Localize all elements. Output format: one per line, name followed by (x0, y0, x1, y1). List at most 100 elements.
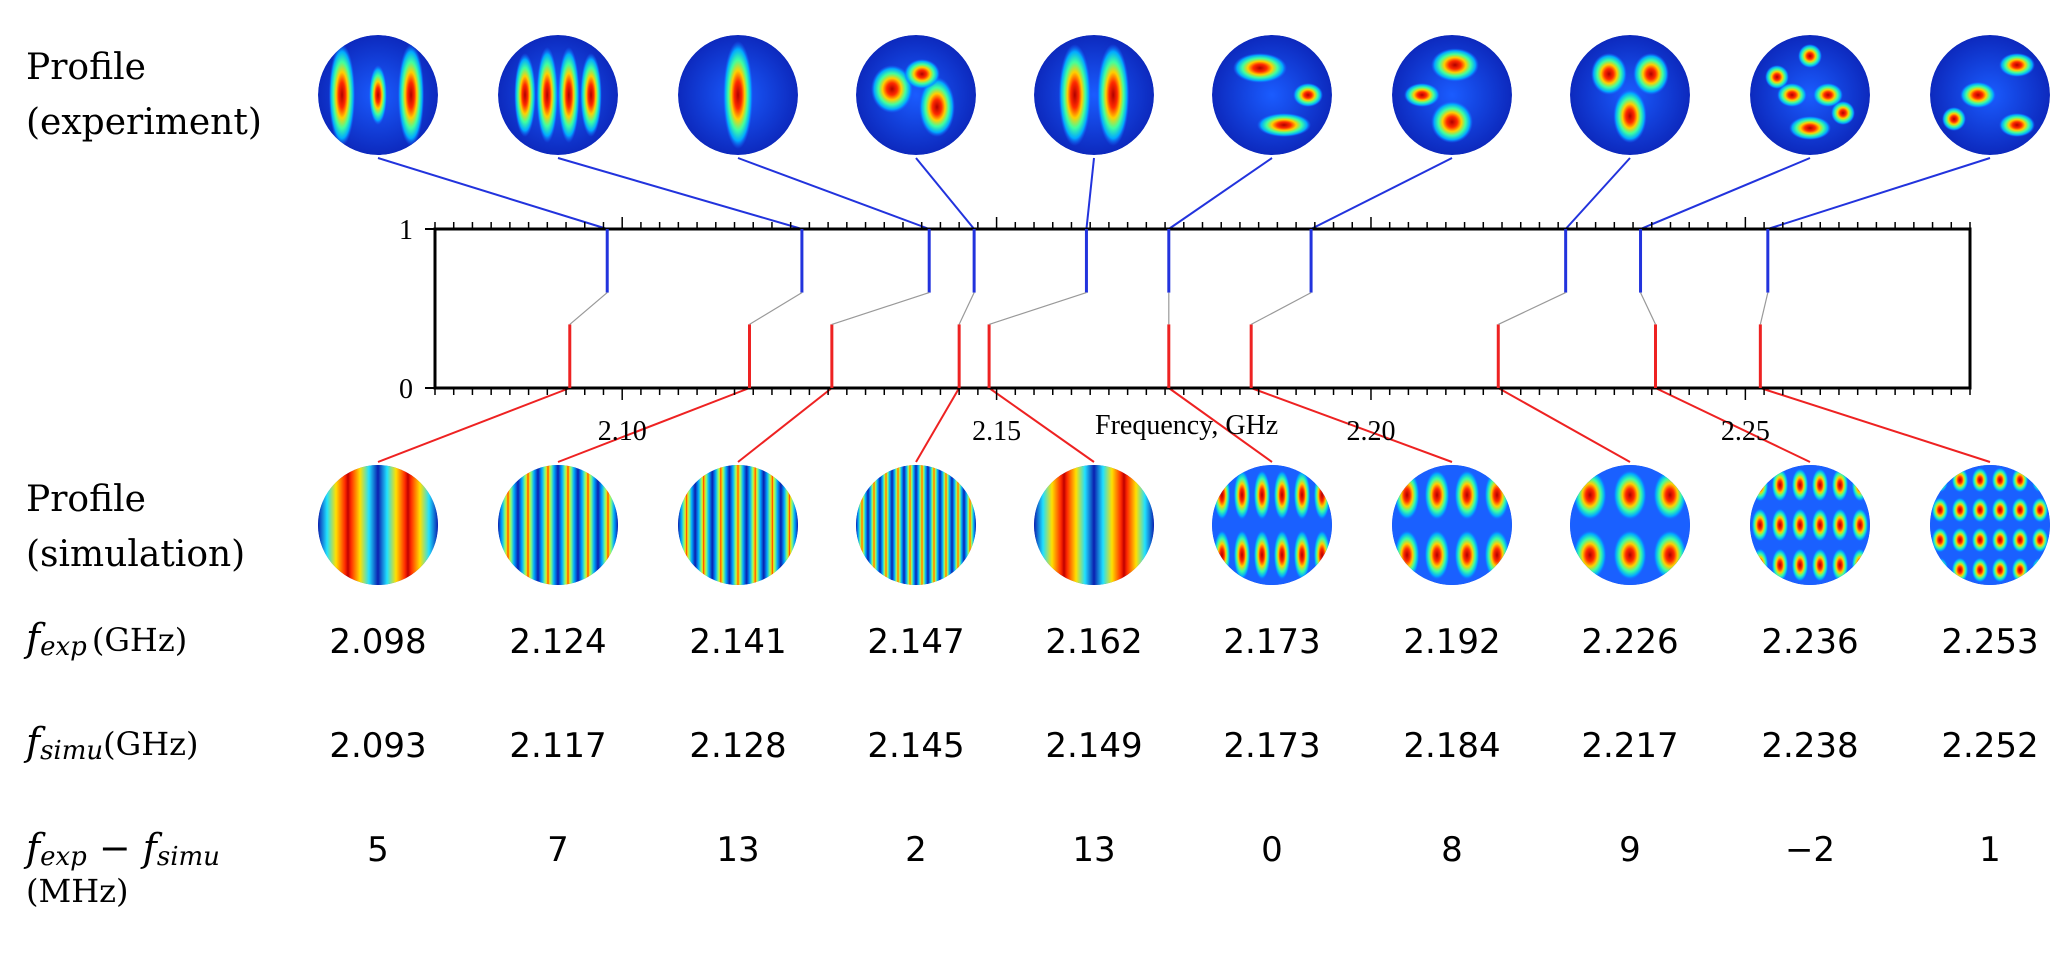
heat-blob (1424, 529, 1450, 581)
diff-value-6: 8 (1441, 830, 1463, 870)
heat-blob (1931, 497, 1949, 523)
heat-blob (1613, 89, 1647, 143)
heat-stripe (695, 465, 713, 585)
heat-blob (2031, 527, 2049, 553)
heat-blob (1573, 529, 1607, 581)
heat-stripe (578, 465, 598, 585)
fsimu-unit: (GHz) (103, 725, 199, 763)
heat-blob (1633, 53, 1669, 95)
heat-blob (1431, 101, 1473, 143)
simulation-profile (856, 465, 976, 585)
heat-stripe (763, 465, 781, 585)
experiment-leader-line (1640, 157, 1811, 230)
match-connector (1498, 292, 1566, 325)
heat-blob (1791, 548, 1809, 582)
heat-stripe (952, 465, 964, 585)
match-connector (1639, 292, 1657, 325)
heat-blob (1951, 497, 1969, 523)
heat-stripe (916, 465, 928, 585)
experiment-profile (678, 35, 798, 155)
heat-stripe (868, 465, 880, 585)
experiment-row-label: Profile (experiment) (26, 40, 262, 150)
heat-blob (1431, 48, 1479, 82)
heat-blob (1613, 529, 1647, 581)
heat-blob (1951, 527, 1969, 553)
diff-value-0: 5 (367, 830, 389, 870)
heat-blob (1771, 468, 1789, 502)
heat-blob (1404, 83, 1440, 107)
diff-value-9: 1 (1979, 830, 2001, 870)
diff-label: fexp − fsimu (MHz) (26, 826, 220, 910)
simulation-profile (1392, 465, 1512, 585)
f_simu-value-9: 2.252 (1941, 726, 2039, 766)
fexp-unit: (GHz) (91, 621, 188, 659)
simulation-leader-line (1497, 387, 1631, 463)
heat-stripe (904, 465, 916, 585)
f_exp-value-9: 2.253 (1941, 622, 2039, 662)
experiment-profile (856, 35, 976, 155)
heat-blob (1931, 527, 1949, 553)
grid-cell (1930, 555, 1950, 585)
simulation-leader-line (737, 387, 833, 463)
profile-background (1750, 35, 1870, 155)
f_exp-value-2: 2.141 (689, 622, 787, 662)
heat-blob (1931, 467, 1949, 493)
heat-blob (1454, 469, 1480, 521)
heat-blob (1811, 468, 1829, 502)
heat-blob (1233, 529, 1251, 581)
profile-connectors (377, 157, 1991, 463)
heat-blob (1942, 107, 1966, 131)
f_simu-value-5: 2.173 (1223, 726, 1321, 766)
heat-blob (1653, 469, 1687, 521)
simulation-leader-line (1655, 387, 1811, 463)
heat-blob (2031, 467, 2049, 493)
experiment-leader-line (377, 157, 608, 230)
diff-subscript-1: exp (40, 842, 87, 873)
heat-stripe (964, 465, 976, 585)
simulation-leader-line (1760, 387, 1991, 463)
heat-blob (1951, 467, 1969, 493)
profile-images (318, 35, 2050, 585)
heat-blob (1591, 53, 1627, 95)
heat-blob (558, 47, 580, 143)
heat-blob (1999, 113, 2035, 137)
heat-blob (514, 53, 536, 137)
grid-cell (2030, 465, 2050, 495)
heat-blob (1613, 469, 1647, 521)
heat-blob (1253, 529, 1271, 581)
heat-blob (1394, 469, 1420, 521)
fsimu-symbol: f (26, 720, 41, 764)
heat-stripe (378, 465, 438, 585)
heat-blob (1831, 508, 1849, 542)
heat-blob (1777, 83, 1807, 107)
heat-blob (1484, 529, 1510, 581)
simulation-profile (1750, 465, 1870, 585)
experiment-profile (1392, 35, 1512, 155)
heat-blob (1233, 53, 1287, 83)
f_simu-value-2: 2.128 (689, 726, 787, 766)
f_exp-value-5: 2.173 (1223, 622, 1321, 662)
heat-blob (2031, 497, 2049, 523)
heat-blob (1931, 557, 1949, 583)
heat-blob (1811, 508, 1829, 542)
match-connector (1250, 292, 1312, 325)
diff-value-8: −2 (1784, 830, 1836, 870)
heat-stripe (558, 465, 578, 585)
match-connector (1759, 292, 1769, 325)
experiment-leader-line (1085, 157, 1095, 230)
heat-stripe (598, 465, 618, 585)
simulation-leader-line (377, 387, 571, 463)
experiment-profile (318, 35, 438, 155)
f_exp-value-7: 2.226 (1581, 622, 1679, 662)
diff-symbol-1: f (26, 826, 41, 870)
heat-blob (1789, 116, 1831, 140)
heat-blob (1293, 469, 1311, 521)
experiment-profile (1570, 35, 1690, 155)
heat-blob (1951, 557, 1969, 583)
heat-blob (1765, 65, 1789, 89)
heat-blob (1313, 529, 1331, 581)
heat-stripe (780, 465, 798, 585)
heat-blob (1454, 529, 1480, 581)
heat-blob (1313, 469, 1331, 521)
